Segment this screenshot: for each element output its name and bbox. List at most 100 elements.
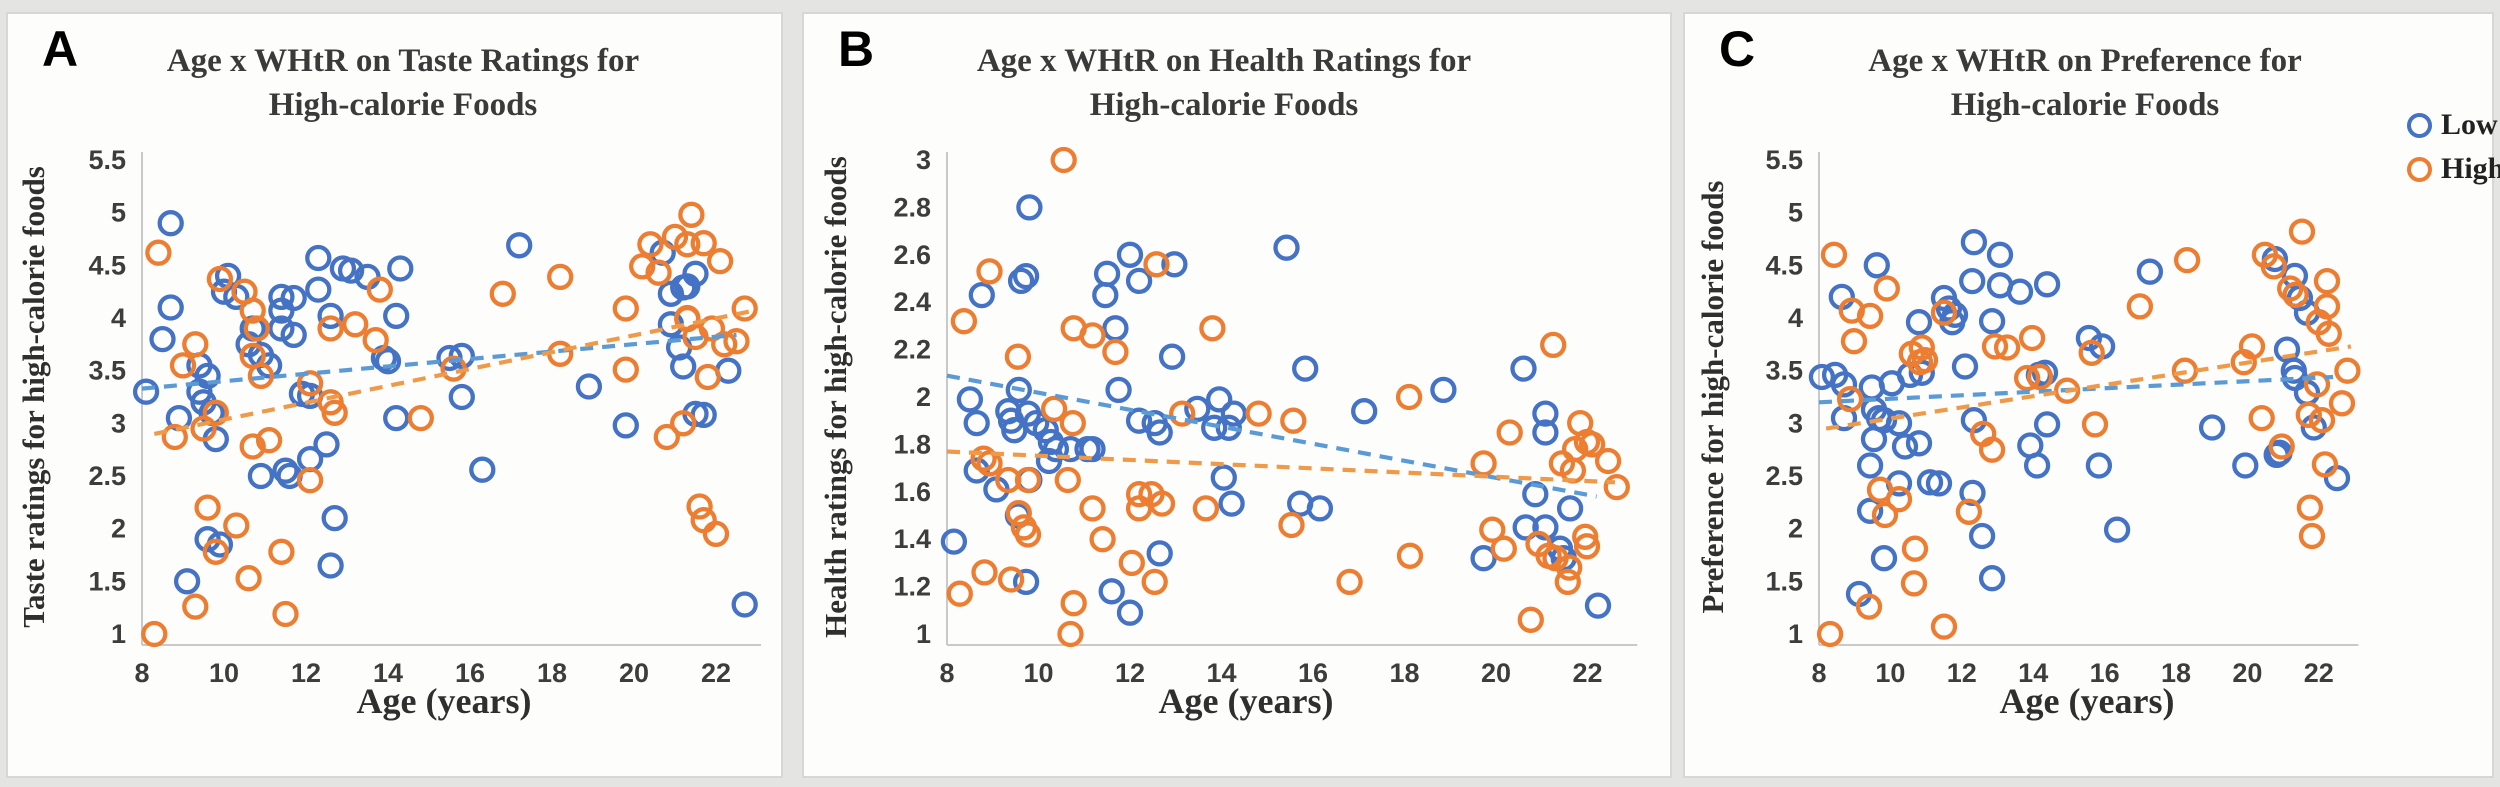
- data-point-low: [2198, 414, 2226, 441]
- data-point-low: [1116, 599, 1144, 626]
- data-point-low: [2033, 411, 2061, 438]
- data-point-low: [1161, 251, 1188, 278]
- data-point-high: [690, 507, 717, 534]
- data-point-high: [2288, 218, 2316, 245]
- data-point-low: [1351, 398, 1378, 425]
- data-point-low: [1102, 315, 1129, 342]
- data-point-high: [2081, 411, 2109, 438]
- data-point-high: [1192, 495, 1220, 522]
- trend-line-high: [946, 449, 1616, 485]
- data-point-high: [296, 370, 324, 397]
- legend-item-low: Low: [2407, 110, 2500, 140]
- x-axis-title-c: Age (years): [1999, 681, 2175, 721]
- x-tick-label: 8: [1811, 658, 1826, 688]
- data-point-low: [1146, 540, 1173, 567]
- legend-marker-high-icon: [2407, 156, 2432, 182]
- scatter-plot-b: 1 1.2 1.4 1.6 1.8 2 2.2 2.4 2.6 2.8 3 8 10 12 14 16 18 20…: [893, 145, 1638, 688]
- data-point-high: [1118, 549, 1145, 577]
- data-point-high: [2238, 333, 2266, 360]
- data-point-high: [1141, 568, 1168, 596]
- data-point-high: [1900, 570, 1928, 597]
- y-tick-label: 2: [1788, 514, 1803, 544]
- y-tick-label: 2.4: [893, 287, 931, 317]
- data-point-high: [547, 263, 574, 291]
- data-point-low: [2033, 271, 2061, 298]
- data-point-high: [1908, 334, 1935, 361]
- x-tick-label: 18: [1389, 658, 1419, 688]
- data-point-high: [1578, 431, 1606, 458]
- data-point-high: [1573, 533, 1601, 560]
- chart-title-b: Age x WHtR on Health Ratings for High-ca…: [874, 40, 1574, 127]
- data-point-high: [1871, 501, 1899, 529]
- x-tick-label: 12: [291, 658, 321, 688]
- data-point-high: [1594, 447, 1622, 475]
- data-point-high: [946, 580, 973, 607]
- data-point-high: [950, 308, 978, 335]
- data-point-high: [1278, 511, 1305, 539]
- y-tick-label: 4: [111, 303, 126, 333]
- data-point-high: [723, 328, 750, 355]
- data-point-high: [1873, 275, 1900, 302]
- data-point-high: [2026, 363, 2054, 391]
- y-tick-label: 2.5: [1765, 461, 1803, 491]
- data-point-low: [2075, 324, 2103, 352]
- data-point-high: [1911, 346, 1939, 374]
- data-point-low: [612, 412, 639, 439]
- data-point-high: [1245, 400, 1272, 427]
- data-point-high: [2313, 293, 2341, 320]
- data-point-low: [506, 232, 533, 259]
- y-tick-label: 5: [111, 198, 126, 228]
- data-point-high: [194, 494, 221, 521]
- data-point-high: [1479, 516, 1506, 543]
- data-point-low: [2323, 464, 2351, 492]
- data-point-low: [1220, 400, 1248, 427]
- data-point-high: [694, 363, 721, 391]
- data-point-high: [342, 311, 369, 338]
- data-point-low: [940, 528, 968, 555]
- data-point-low: [1218, 490, 1245, 517]
- y-tick-label: 1: [1788, 619, 1803, 649]
- data-point-high: [182, 593, 209, 620]
- data-point-high: [169, 352, 197, 379]
- data-point-high: [1470, 450, 1497, 477]
- data-point-low: [1292, 355, 1319, 382]
- data-point-high: [255, 427, 283, 454]
- x-tick-label: 10: [1023, 658, 1053, 688]
- data-point-high: [1901, 535, 1929, 562]
- data-point-high: [1955, 498, 1983, 525]
- data-point-low: [1510, 355, 1537, 382]
- x-tick-label: 16: [2090, 658, 2120, 688]
- y-tick-label: 1.8: [893, 429, 931, 459]
- y-tick-label: 1: [916, 619, 931, 649]
- data-point-low: [1042, 435, 1070, 463]
- data-point-high: [141, 620, 168, 648]
- data-point-high: [645, 259, 672, 286]
- data-point-low: [1978, 308, 2006, 335]
- data-point-high: [206, 265, 234, 293]
- data-point-low: [1885, 410, 1913, 437]
- data-point-low: [1273, 234, 1300, 261]
- data-point-high: [239, 433, 266, 460]
- data-point-high: [317, 315, 344, 342]
- y-tick-label: 4: [1788, 303, 1803, 333]
- data-point-low: [2085, 452, 2113, 479]
- trend-line-low: [141, 332, 737, 391]
- x-tick-label: 20: [2232, 658, 2262, 688]
- chart-title-b-line2: High-calorie Foods: [1089, 86, 1359, 123]
- data-point-high: [1336, 568, 1363, 596]
- chart-title-a-line2: High-calorie Foods: [268, 86, 538, 123]
- data-point-high: [1978, 436, 2006, 463]
- data-point-low: [2232, 452, 2259, 479]
- data-point-high: [1981, 333, 2009, 360]
- x-tick-label: 16: [455, 658, 485, 688]
- data-point-low: [1905, 430, 1933, 457]
- data-point-high: [247, 362, 275, 390]
- legend-marker-low-icon: [2407, 112, 2432, 138]
- data-point-high: [161, 423, 188, 451]
- data-point-high: [971, 559, 998, 586]
- data-point-low: [247, 462, 275, 490]
- data-point-high: [1517, 606, 1544, 633]
- y-tick-label: 4.5: [88, 250, 126, 280]
- data-point-low: [1093, 260, 1121, 287]
